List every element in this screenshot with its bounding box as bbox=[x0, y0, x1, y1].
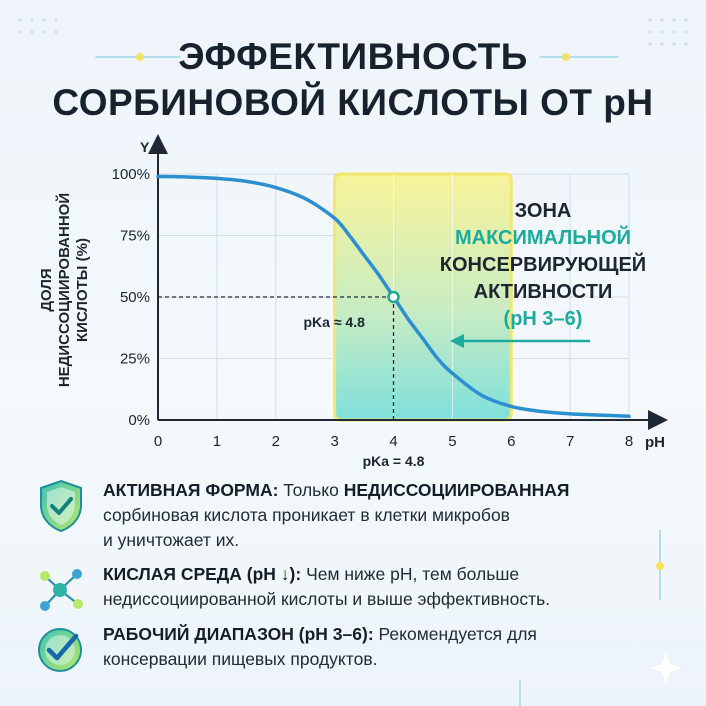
zone-label-line-3: КОНСЕРВИРУЮЩЕЙ bbox=[439, 254, 647, 276]
molecule-icon bbox=[40, 569, 83, 611]
y-tick-label: 75% bbox=[120, 228, 150, 245]
info-item-active-form-text: АКТИВНАЯ ФОРМА: Только НЕДИССОЦИИРОВАННА… bbox=[103, 478, 683, 553]
y-tick-label: 25% bbox=[120, 351, 150, 368]
y-tick-label: 50% bbox=[120, 289, 150, 306]
info-item-3-text-2: консервации пищевых продуктов. bbox=[103, 649, 378, 669]
info-item-1-bold-2: НЕДИССОЦИИРОВАННАЯ bbox=[343, 480, 570, 500]
zone-label-line-1: ЗОНА bbox=[514, 200, 572, 222]
x-tick-label: 1 bbox=[213, 433, 221, 450]
y-axis-title-line-1: ДОЛЯ bbox=[38, 268, 55, 312]
x-tick-label: 0 bbox=[154, 433, 162, 450]
y-tick-label: 100% bbox=[112, 166, 150, 183]
info-item-working-range-text: РАБОЧИЙ ДИАПАЗОН (pH 3–6): Рекомендуется… bbox=[103, 622, 683, 672]
info-item-2-text-1: Чем ниже pH, тем больше bbox=[301, 564, 520, 584]
info-item-2-bold-1: КИСЛАЯ СРЕДА (pH ↓): bbox=[103, 564, 302, 584]
x-tick-label: 3 bbox=[330, 433, 338, 450]
zone-label: ЗОНА МАКСИМАЛЬНОЙ КОНСЕРВИРУЮЩЕЙ АКТИВНО… bbox=[418, 198, 668, 333]
info-item-1-bold-1: АКТИВНАЯ ФОРМА: bbox=[103, 480, 279, 500]
info-item-3-bold-1: РАБОЧИЙ ДИАПАЗОН (pH 3–6): bbox=[103, 624, 374, 644]
zone-arrow-head-icon bbox=[450, 334, 464, 348]
title-line-1: ЭФФЕКТИВНОСТЬ bbox=[178, 36, 528, 77]
page-title: ЭФФЕКТИВНОСТЬ СОРБИНОВОЙ КИСЛОТЫ ОТ pH bbox=[0, 34, 706, 126]
check-circle-icon bbox=[38, 628, 82, 672]
info-item-1-text-2: сорбиновая кислота проникает в клетки ми… bbox=[103, 505, 510, 525]
info-item-2-text-2: недиссоциированной кислоты и выше эффект… bbox=[103, 589, 551, 609]
pka-label-under-axis: pKa = 4.8 bbox=[363, 453, 425, 469]
y-tick-label: 0% bbox=[128, 412, 150, 429]
info-item-1-text-3: и уничтожает их. bbox=[103, 530, 240, 550]
x-tick-label: 7 bbox=[566, 433, 574, 450]
pka-label-near-point: pKa ≈ 4.8 bbox=[304, 314, 366, 330]
pka-point bbox=[387, 290, 400, 304]
info-item-acid-medium-text: КИСЛАЯ СРЕДА (pH ↓): Чем ниже pH, тем бо… bbox=[103, 562, 683, 612]
title-line-2: СОРБИНОВОЙ КИСЛОТЫ ОТ pH bbox=[52, 82, 654, 123]
y-axis-title: ДОЛЯ НЕДИССОЦИИРОВАННОЙ КИСЛОТЫ (%) bbox=[38, 150, 98, 430]
x-tick-label: 5 bbox=[448, 433, 456, 450]
x-tick-label: 8 bbox=[625, 433, 633, 450]
info-item-1-text-1: Только bbox=[278, 480, 344, 500]
x-tick-label: 2 bbox=[272, 433, 280, 450]
x-tick-label: 4 bbox=[389, 433, 397, 450]
info-item-3-text-1: Рекомендуется для bbox=[373, 624, 537, 644]
zone-label-line-5: (pH 3–6) bbox=[503, 308, 583, 330]
shield-check-icon bbox=[40, 479, 82, 533]
y-axis-title-line-2: НЕДИССОЦИИРОВАННОЙ bbox=[56, 192, 73, 388]
sparkle-decoration-top bbox=[18, 18, 688, 61]
y-axis-letter: Y bbox=[140, 139, 150, 155]
y-axis-title-line-3: КИСЛОТЫ (%) bbox=[74, 238, 91, 342]
x-axis-label: pH bbox=[645, 434, 665, 451]
zone-label-line-2: МАКСИМАЛЬНОЙ bbox=[455, 227, 631, 249]
x-tick-label: 6 bbox=[507, 433, 515, 450]
zone-label-line-4: АКТИВНОСТИ bbox=[473, 281, 613, 303]
